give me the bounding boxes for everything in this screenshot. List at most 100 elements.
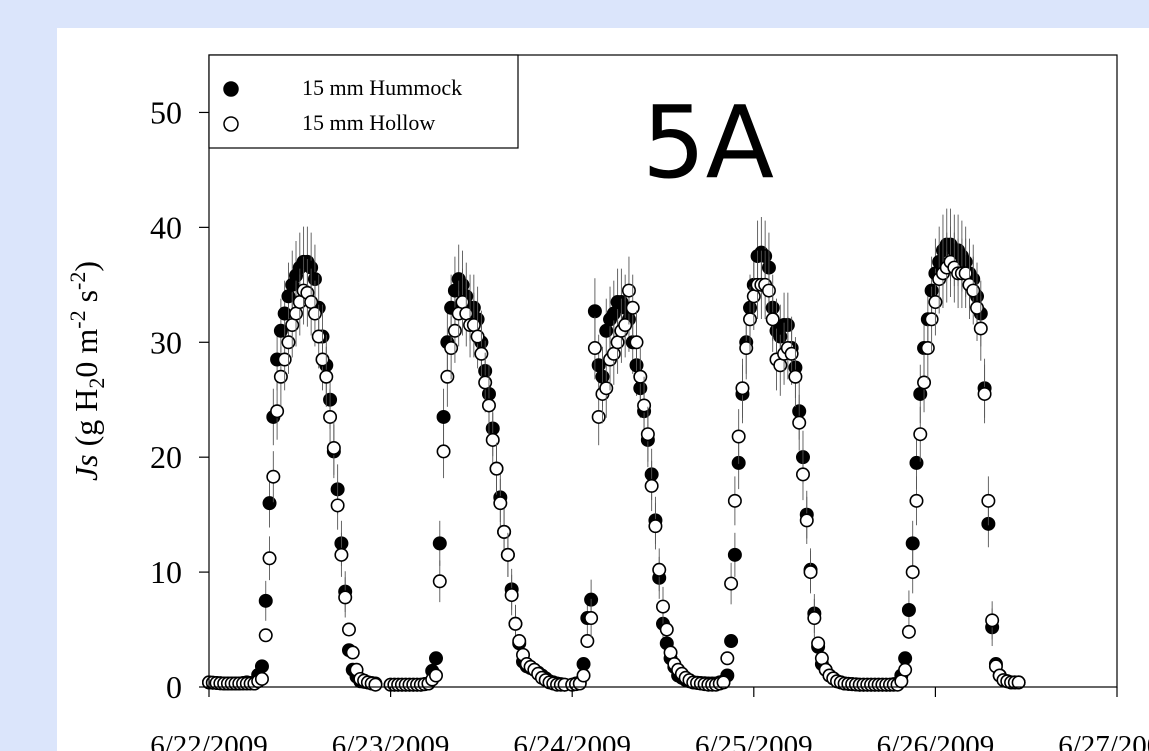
hollow-point [599, 381, 614, 396]
legend-marker-hollow [223, 116, 239, 132]
hollow-point [304, 295, 319, 310]
hollow-point [659, 622, 674, 637]
hollow-point [326, 440, 341, 455]
hollow-point [629, 335, 644, 350]
panel-label: 5A [642, 84, 775, 201]
hollow-point [440, 369, 455, 384]
hummock-point [587, 304, 602, 319]
legend-box [208, 54, 519, 149]
hollow-point [894, 674, 909, 689]
hollow-point [731, 429, 746, 444]
y-tick-label: 40 [150, 209, 182, 245]
hollow-point [289, 306, 304, 321]
hollow-point [504, 588, 519, 603]
hollow-point [587, 341, 602, 356]
hummock-point [905, 536, 920, 551]
hollow-point [924, 312, 939, 327]
hummock-point [428, 651, 443, 666]
hollow-point [323, 409, 338, 424]
hollow-point [262, 551, 277, 566]
hollow-point [330, 498, 345, 513]
hollow-point [765, 312, 780, 327]
plot-frame [208, 54, 1118, 688]
hollow-point [739, 341, 754, 356]
hollow-point [977, 386, 992, 401]
hollow-point [277, 352, 292, 367]
hollow-point [338, 590, 353, 605]
y-axis-label: Js (g H20 m-2 s-2) [65, 261, 109, 481]
hollow-point [795, 467, 810, 482]
hollow-point [958, 266, 973, 281]
hummock-point [258, 593, 273, 608]
hollow-point [746, 289, 761, 304]
x-tick-label: 6/27/2009 [1058, 730, 1149, 751]
hummock-point [591, 358, 606, 373]
hollow-point [724, 576, 739, 591]
hollow-point [727, 493, 742, 508]
x-tick-label: 6/24/2009 [513, 730, 631, 751]
hollow-point [792, 415, 807, 430]
hollow-point [788, 369, 803, 384]
hummock-point [913, 386, 928, 401]
hollow-point [497, 524, 512, 539]
legend-label-hollow: 15 mm Hollow [302, 110, 435, 135]
legend-marker-hummock [223, 81, 239, 97]
hollow-point [618, 318, 633, 333]
hollow-point [455, 295, 470, 310]
legend-label-hummock: 15 mm Hummock [302, 75, 462, 100]
hollow-point [648, 519, 663, 534]
hollow-point [508, 616, 523, 631]
hollow-point [334, 547, 349, 562]
y-tick-label: 10 [150, 554, 182, 590]
hollow-point [428, 668, 443, 683]
hollow-point [447, 323, 462, 338]
hummock-point [724, 634, 739, 649]
hollow-point [466, 318, 481, 333]
hollow-point [811, 636, 826, 651]
x-tick-label: 6/22/2009 [150, 730, 268, 751]
hollow-point [493, 496, 508, 511]
hollow-point [773, 358, 788, 373]
hollow-point [610, 335, 625, 350]
hummock-point [262, 496, 277, 511]
hummock-point [599, 323, 614, 338]
hummock-point [254, 659, 269, 674]
hollow-point [814, 651, 829, 666]
x-tick-label: 6/25/2009 [695, 730, 813, 751]
hollow-point [319, 369, 334, 384]
hollow-point [368, 677, 383, 692]
hollow-point [432, 574, 447, 589]
axis-ticks: 0 10 20 30 40 50 6/22/2009 6/23/2009 6/24/2009 6/… [150, 94, 1149, 751]
hollow-point [720, 651, 735, 666]
hollow-point [644, 478, 659, 493]
hollow-point [444, 341, 459, 356]
hollow-point [981, 493, 996, 508]
hummock-point [909, 455, 924, 470]
hummock-point [432, 536, 447, 551]
hollow-point [966, 283, 981, 298]
hollow-point [470, 329, 485, 344]
scatter-chart: 0 10 20 30 40 50 6/22/2009 6/23/2009 6/24/2009 6/… [65, 54, 1149, 751]
hollow-point [637, 398, 652, 413]
hummock-point [606, 306, 621, 321]
hollow-point [761, 283, 776, 298]
hollow-point [901, 624, 916, 639]
hollow-point [970, 300, 985, 315]
hollow-point [625, 300, 640, 315]
hollow-point [1011, 675, 1026, 690]
hollow-point [917, 375, 932, 390]
hollow-point [315, 352, 330, 367]
hollow-point [459, 306, 474, 321]
hummock-point [273, 323, 288, 338]
hollow-point [807, 611, 822, 626]
hollow-point [663, 645, 678, 660]
y-tick-label: 50 [150, 94, 182, 130]
hollow-point [311, 329, 326, 344]
hollow-point [307, 306, 322, 321]
hollow-point [913, 427, 928, 442]
hollow-point [285, 318, 300, 333]
hollow-point [500, 547, 515, 562]
hollow-point [489, 461, 504, 476]
y-tick-label: 20 [150, 439, 182, 475]
hollow-point [898, 662, 913, 677]
